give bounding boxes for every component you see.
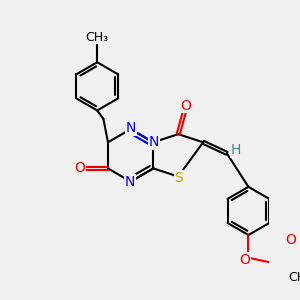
Text: O: O [74,161,85,176]
Text: N: N [125,175,135,188]
Text: O: O [239,253,250,267]
Text: N: N [149,135,159,149]
Text: O: O [286,232,296,247]
Text: O: O [181,99,191,113]
Text: H: H [231,143,241,157]
Text: CH₃: CH₃ [85,31,109,44]
Text: N: N [125,122,136,135]
Text: CH₃: CH₃ [289,272,300,284]
Text: S: S [175,171,183,185]
